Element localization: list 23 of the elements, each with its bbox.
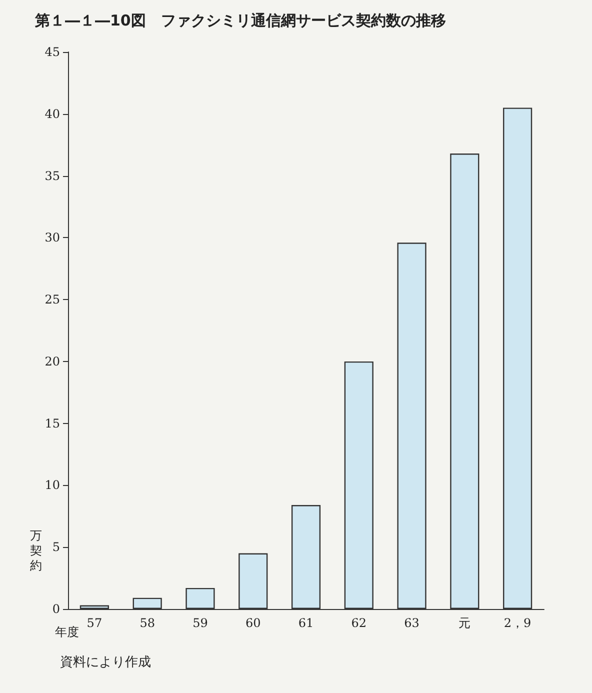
y-tick-label: 10 xyxy=(44,478,60,492)
y-tick-label: 30 xyxy=(44,230,60,245)
x-tick-label: 2，9 xyxy=(504,616,532,630)
x-tick-label: 59 xyxy=(192,616,208,630)
x-tick-label: 62 xyxy=(351,616,367,630)
y-tick-label: 40 xyxy=(44,106,60,121)
x-tick-label: 63 xyxy=(404,616,420,630)
x-tick-label: 57 xyxy=(86,616,102,630)
y-tick-label: 35 xyxy=(44,168,60,183)
x-tick-label: 60 xyxy=(245,616,261,630)
y-tick-label: 15 xyxy=(44,416,60,430)
x-tick-label: 61 xyxy=(298,616,314,630)
x-tick-label: 58 xyxy=(140,616,155,630)
y-tick-label: 5 xyxy=(52,540,60,554)
y-tick-label: 25 xyxy=(44,292,60,307)
x-axis-title: 年度 xyxy=(55,625,79,639)
text: 資料により作成 xyxy=(60,655,151,670)
chart-title: 第１―１―10図 ファクシミリ通信網サービス契約数の推移 xyxy=(34,12,446,30)
y-tick-label: 45 xyxy=(44,45,60,59)
y-tick-label: 0 xyxy=(52,602,60,616)
x-tick-label: 元 xyxy=(458,616,471,630)
y-axis-title: 万契約 xyxy=(30,528,42,572)
y-tick-label: 20 xyxy=(44,354,60,368)
